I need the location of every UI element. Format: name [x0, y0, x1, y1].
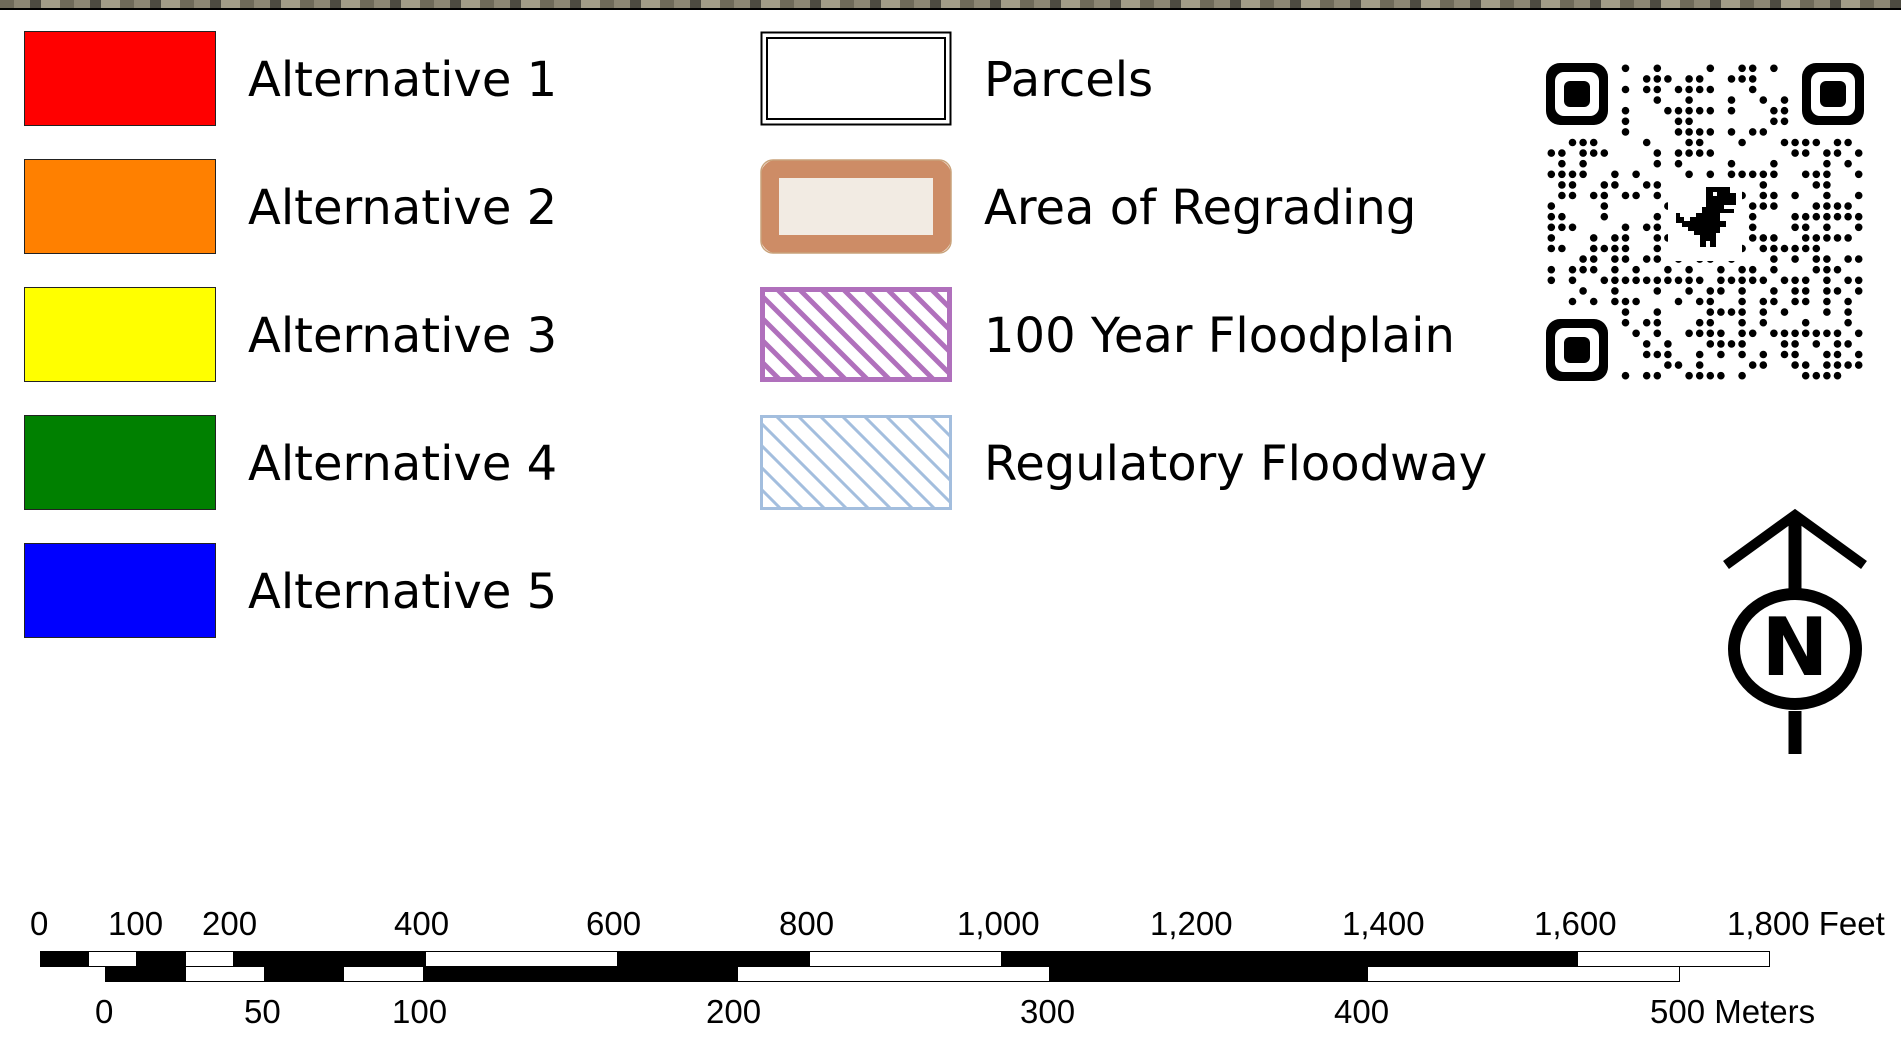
swatch-alternative-5	[24, 543, 216, 638]
legend-label-area-of-regrading: Area of Regrading	[984, 180, 1417, 236]
legend-label-regulatory-floodway: Regulatory Floodway	[984, 436, 1488, 492]
scale-meters-label-100: 100	[392, 993, 448, 1030]
scale-feet-segment-9	[1001, 951, 1194, 967]
scale-meters-segment-5	[423, 966, 738, 982]
map-frame-border	[0, 8, 1901, 10]
scale-meters-label-500: 500 Meters	[1650, 993, 1816, 1030]
swatch-alternative-3	[24, 287, 216, 382]
floodway-hatch-symbol	[760, 415, 952, 510]
scale-feet-label-1800: 1,800 Feet	[1727, 905, 1885, 942]
north-arrow-icon: N	[1723, 508, 1867, 754]
scale-feet-segment-6	[425, 951, 618, 967]
legend-label-alternative-3: Alternative 3	[248, 308, 558, 364]
scale-feet-segment-5	[233, 951, 426, 967]
scale-meters-label-0: 0	[95, 993, 114, 1030]
scale-meters-segment-1	[105, 966, 186, 982]
north-letter: N	[1762, 601, 1829, 694]
scale-feet-label-100: 100	[108, 905, 164, 942]
scale-meters-segment-7	[1049, 966, 1368, 982]
swatch-alternative-2	[24, 159, 216, 254]
scale-feet-segment-11	[1385, 951, 1578, 967]
scale-feet-segment-3	[136, 951, 186, 967]
legend-label-alternative-4: Alternative 4	[248, 436, 558, 492]
swatch-alternative-4	[24, 415, 216, 510]
scale-meters-segment-4	[343, 966, 424, 982]
area-of-regrading-symbol	[760, 159, 952, 254]
scale-feet-segment-4	[185, 951, 234, 967]
scale-feet-label-800: 800	[779, 905, 835, 942]
scale-meters-label-400: 400	[1334, 993, 1390, 1030]
scale-feet-label-1200: 1,200	[1150, 905, 1233, 942]
scale-feet-label-1000: 1,000	[957, 905, 1040, 942]
basemap-imagery-strip	[0, 0, 1901, 8]
scale-feet-label-400: 400	[394, 905, 450, 942]
scale-feet-segment-10	[1193, 951, 1386, 967]
scale-feet-segment-2	[88, 951, 137, 967]
scale-feet-label-0: 0	[30, 905, 49, 942]
scale-meters-segment-8	[1367, 966, 1680, 982]
scale-meters-segment-6	[737, 966, 1050, 982]
scale-meters-label-50: 50	[244, 993, 281, 1030]
scale-feet-label-1400: 1,400	[1342, 905, 1425, 942]
legend-label-alternative-5: Alternative 5	[248, 564, 558, 620]
scale-meters-label-300: 300	[1020, 993, 1076, 1030]
parcels-symbol	[760, 31, 952, 126]
scale-feet-label-200: 200	[202, 905, 258, 942]
legend-label-alternative-2: Alternative 2	[248, 180, 558, 236]
scale-feet-label-1600: 1,600	[1534, 905, 1617, 942]
scale-feet-segment-1	[40, 951, 89, 967]
legend-label-parcels: Parcels	[984, 52, 1154, 108]
scale-meters-segment-2	[185, 966, 265, 982]
scale-feet-label-600: 600	[586, 905, 642, 942]
dinosaur-icon	[1668, 181, 1742, 261]
scale-meters-label-200: 200	[706, 993, 762, 1030]
scale-meters-segment-3	[264, 966, 344, 982]
scale-feet-segment-7	[617, 951, 810, 967]
scale-feet-segment-8	[809, 951, 1002, 967]
qr-code[interactable]	[1546, 63, 1864, 381]
swatch-alternative-1	[24, 31, 216, 126]
scale-feet-segment-12	[1577, 951, 1770, 967]
floodplain-hatch-symbol	[760, 287, 952, 382]
legend-label-100-year-floodplain: 100 Year Floodplain	[984, 308, 1455, 364]
legend-label-alternative-1: Alternative 1	[248, 52, 558, 108]
